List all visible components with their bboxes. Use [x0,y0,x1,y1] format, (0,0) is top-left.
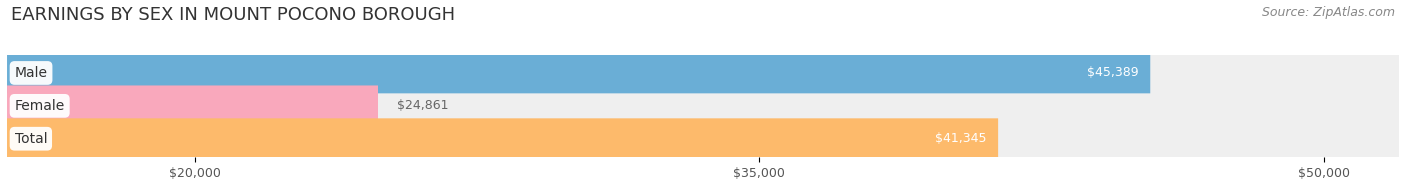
Text: Male: Male [14,66,48,80]
Text: $24,861: $24,861 [396,99,449,112]
FancyBboxPatch shape [7,118,998,159]
Text: EARNINGS BY SEX IN MOUNT POCONO BOROUGH: EARNINGS BY SEX IN MOUNT POCONO BOROUGH [11,6,456,24]
Text: Female: Female [14,99,65,113]
FancyBboxPatch shape [7,53,1399,93]
Text: $41,345: $41,345 [935,132,987,145]
Text: Source: ZipAtlas.com: Source: ZipAtlas.com [1261,6,1395,19]
FancyBboxPatch shape [7,53,1150,93]
FancyBboxPatch shape [7,85,378,126]
Text: Total: Total [14,132,48,146]
FancyBboxPatch shape [7,85,1399,126]
Text: $45,389: $45,389 [1087,66,1139,79]
FancyBboxPatch shape [7,118,1399,159]
